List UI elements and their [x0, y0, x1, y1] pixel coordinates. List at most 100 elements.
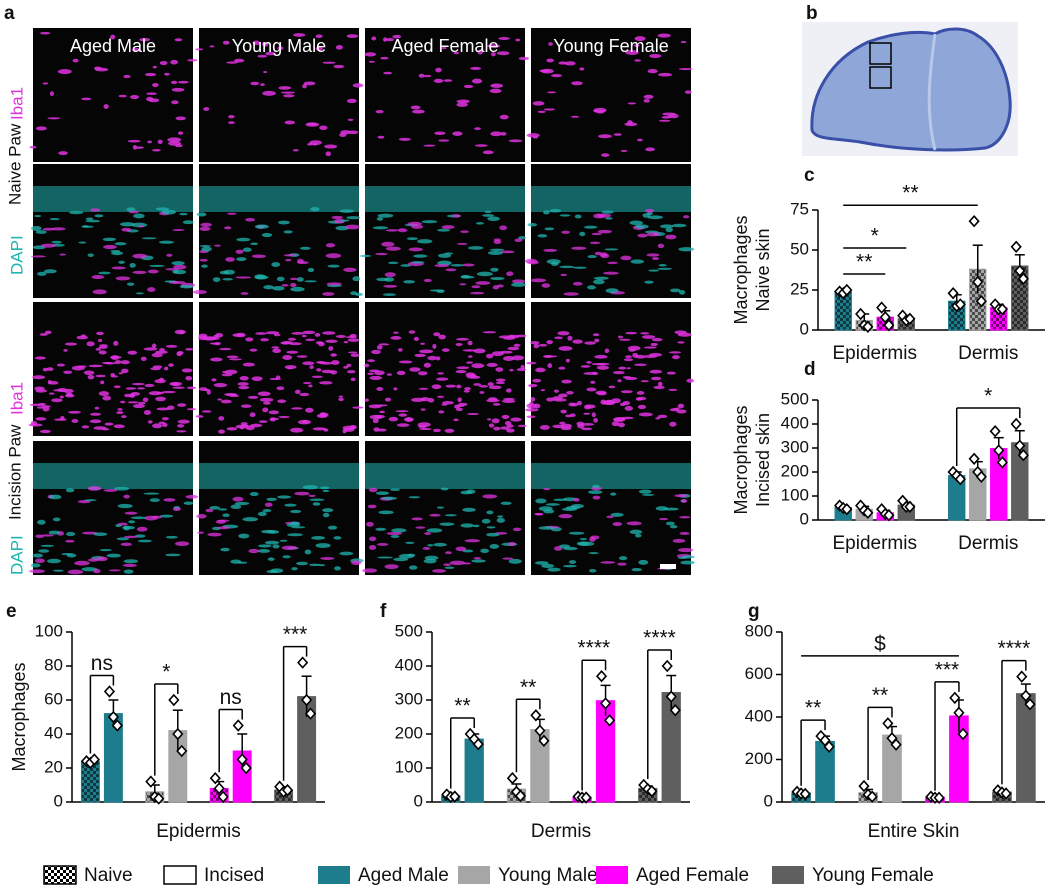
scale-bar — [660, 564, 676, 569]
y-tick-label: 80 — [44, 655, 63, 674]
data-point — [858, 779, 870, 793]
data-point — [949, 691, 961, 705]
roi-box — [869, 66, 892, 89]
data-point — [947, 287, 959, 300]
data-point — [604, 714, 616, 727]
y-axis-label: Incised skin — [753, 413, 773, 507]
data-point — [904, 500, 916, 513]
data-point — [232, 719, 244, 732]
y-tick-label: 100 — [35, 621, 63, 640]
data-point — [1016, 670, 1028, 683]
significance-label: * — [162, 661, 170, 684]
significance-label: ** — [454, 695, 470, 718]
y-tick-label: 200 — [781, 461, 809, 480]
data-point — [1000, 787, 1012, 800]
micrograph-tile — [531, 441, 695, 575]
channel-label: DAPI — [7, 235, 26, 275]
channel-label: DAPI — [7, 535, 26, 575]
data-point — [1014, 264, 1026, 277]
data-point — [530, 709, 542, 722]
data-point — [153, 792, 165, 805]
data-point — [883, 509, 895, 522]
data-point — [862, 506, 874, 519]
data-point — [989, 425, 1001, 438]
overview-image — [802, 22, 1018, 156]
data-point — [1024, 698, 1036, 711]
legend-label: Aged Female — [636, 865, 749, 886]
micrograph-tile — [195, 28, 364, 162]
y-tick-label: 75 — [790, 199, 809, 218]
data-point — [1017, 449, 1029, 462]
micrograph-tile — [364, 28, 530, 162]
legend-swatch — [163, 865, 197, 885]
data-point — [879, 311, 891, 324]
data-point — [968, 215, 980, 228]
y-tick-label: 500 — [781, 389, 809, 408]
y-tick-label: 300 — [781, 437, 809, 456]
data-point — [957, 727, 969, 741]
y-tick-label: 100 — [395, 757, 423, 776]
data-point — [472, 738, 484, 751]
x-axis-label: Entire Skin — [868, 821, 960, 842]
panel-letter: f — [380, 601, 387, 622]
y-tick-label: 500 — [395, 621, 423, 640]
micrograph-tile — [196, 441, 364, 575]
micrograph-tile — [524, 164, 695, 298]
significance-label: *** — [283, 623, 308, 646]
data-point — [993, 444, 1005, 457]
data-point — [580, 791, 592, 804]
significance-label: ** — [902, 182, 918, 205]
data-point — [954, 298, 966, 311]
data-point — [954, 473, 966, 486]
data-point — [217, 790, 229, 804]
data-point — [866, 790, 878, 803]
data-point — [304, 707, 317, 720]
micrograph-tile — [29, 28, 198, 162]
channel-label: Iba1 — [7, 87, 26, 120]
micrograph-tile — [525, 302, 694, 436]
micrograph-tile — [192, 164, 363, 298]
bar — [464, 738, 484, 803]
legend-label: Young Male — [498, 865, 598, 886]
data-point — [646, 784, 658, 798]
micrograph-tile — [364, 302, 527, 436]
micrograph-tile — [30, 164, 195, 298]
micrograph-tile — [29, 441, 199, 575]
y-tick-label: 25 — [790, 279, 809, 298]
panel-letter: d — [804, 359, 816, 380]
y-tick-label: 60 — [44, 689, 63, 708]
data-point — [883, 319, 895, 332]
y-tick-label: 0 — [764, 791, 773, 810]
y-tick-label: 0 — [800, 509, 809, 528]
panel-letter: a — [4, 3, 15, 24]
legend-swatch — [596, 866, 628, 884]
significance-label: $ — [874, 632, 886, 655]
data-point — [506, 772, 518, 785]
data-point — [953, 706, 965, 719]
data-point — [297, 656, 309, 669]
micrograph-tile — [28, 302, 197, 436]
column-header: Young Female — [553, 36, 668, 56]
data-point — [975, 470, 987, 483]
data-point — [281, 783, 294, 797]
y-tick-label: 20 — [44, 757, 63, 776]
legend-swatch — [318, 866, 350, 884]
y-axis-label: Macrophages — [731, 215, 751, 324]
legend-label: Naive — [84, 865, 133, 886]
column-header: Young Male — [232, 36, 326, 56]
data-point — [996, 456, 1008, 469]
panel-letter: b — [806, 3, 818, 24]
legend-label: Incised — [204, 865, 264, 886]
y-tick-label: 0 — [800, 319, 809, 338]
x-tick-label: Dermis — [958, 533, 1018, 554]
channel-label: Iba1 — [7, 382, 26, 415]
data-point — [168, 693, 180, 707]
data-point — [145, 775, 157, 788]
data-point — [534, 724, 546, 737]
data-point — [1020, 689, 1032, 702]
data-point — [975, 295, 987, 308]
data-point — [595, 670, 608, 683]
tissue-section — [810, 27, 1012, 152]
y-axis-label: Macrophages — [731, 405, 751, 514]
data-point — [209, 772, 221, 785]
